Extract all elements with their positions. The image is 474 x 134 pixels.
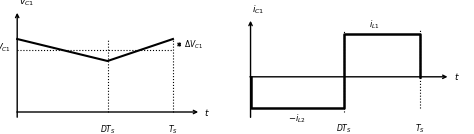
- Text: $i_{C1}$: $i_{C1}$: [252, 4, 264, 16]
- Text: $DT_S$: $DT_S$: [100, 124, 116, 134]
- Text: $\Delta V_{C1}$: $\Delta V_{C1}$: [184, 38, 203, 51]
- Text: $T_S$: $T_S$: [168, 124, 178, 134]
- Text: $i_{L1}$: $i_{L1}$: [369, 18, 380, 31]
- Text: $t$: $t$: [454, 71, 459, 82]
- Text: $V_{C1}$: $V_{C1}$: [0, 42, 11, 54]
- Text: $T_S$: $T_S$: [415, 123, 425, 134]
- Text: $DT_S$: $DT_S$: [336, 123, 352, 134]
- Text: $-i_{L2}$: $-i_{L2}$: [288, 113, 306, 125]
- Text: $t$: $t$: [204, 107, 210, 118]
- Text: $v_{C1}$: $v_{C1}$: [19, 0, 34, 8]
